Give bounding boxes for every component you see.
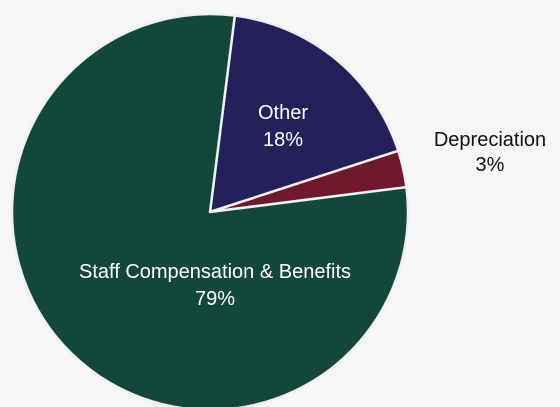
slice-value-depreciation: 3%	[476, 154, 505, 176]
slice-value-staff-compensation: 79%	[195, 288, 235, 310]
slice-label-staff-compensation: Staff Compensation & Benefits	[79, 261, 351, 283]
slice-label-other: Other	[258, 102, 308, 124]
slice-other	[208, 14, 400, 214]
slice-label-depreciation: Depreciation	[434, 129, 546, 151]
slice-staff-compensation	[10, 12, 410, 407]
slice-value-other: 18%	[263, 129, 303, 151]
